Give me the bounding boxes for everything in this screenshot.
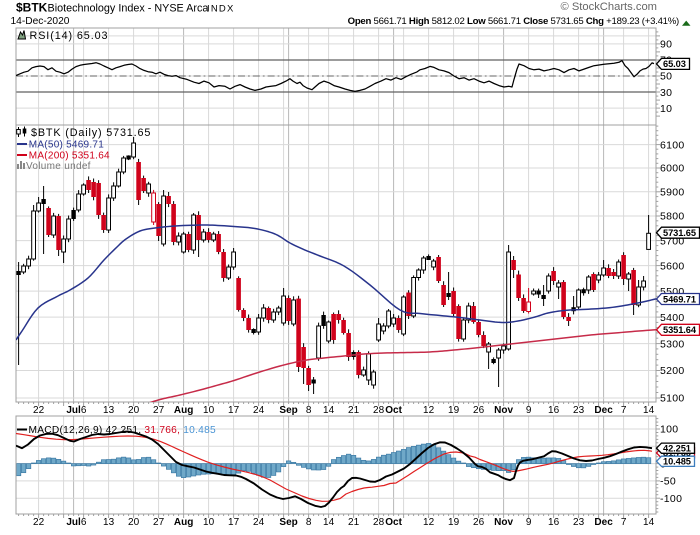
svg-text:100: 100 [660,424,678,436]
svg-text:14: 14 [323,405,335,416]
svg-text:26: 26 [473,517,485,528]
svg-text:90: 90 [660,39,672,51]
svg-text:8: 8 [306,405,312,416]
svg-text:42.251: 42.251 [663,444,691,454]
svg-text:5200: 5200 [660,365,685,377]
svg-text:Jul: Jul [66,517,81,528]
svg-text:INDX: INDX [207,4,235,15]
svg-text:7: 7 [621,405,627,416]
svg-text:5469.71: 5469.71 [663,294,696,304]
svg-text:27: 27 [153,517,165,528]
svg-text:17: 17 [228,517,240,528]
svg-text:Nov: Nov [494,405,513,416]
svg-text:Nov: Nov [494,517,513,528]
svg-text:21: 21 [348,517,360,528]
svg-text:9: 9 [526,517,532,528]
svg-text:5300: 5300 [660,338,685,350]
svg-text:50: 50 [660,71,672,83]
svg-text:5800: 5800 [660,211,685,223]
svg-text:5600: 5600 [660,260,685,272]
svg-text:13: 13 [103,517,115,528]
svg-text:10: 10 [203,405,215,416]
svg-text:16: 16 [548,405,560,416]
svg-text:10.485: 10.485 [663,457,691,467]
svg-text:6: 6 [81,517,87,528]
svg-text:24: 24 [253,517,265,528]
svg-text:© StockCharts.com: © StockCharts.com [560,1,657,13]
svg-text:23: 23 [573,405,585,416]
svg-text:65.03: 65.03 [663,59,686,69]
svg-text:MA(200) 5351.64: MA(200) 5351.64 [29,151,110,162]
svg-text:21: 21 [348,405,360,416]
svg-text:12: 12 [423,405,435,416]
svg-text:26: 26 [473,405,485,416]
svg-text:16: 16 [548,517,560,528]
svg-text:20: 20 [128,405,140,416]
svg-text:$BTK (Daily) 5731.65: $BTK (Daily) 5731.65 [31,127,151,139]
svg-text:Dec: Dec [594,405,613,416]
svg-text:Aug: Aug [174,517,193,528]
svg-text:5731.65: 5731.65 [663,228,696,238]
svg-text:MA(50) 5469.71: MA(50) 5469.71 [29,140,104,151]
svg-text:Volume undef: Volume undef [26,161,91,172]
svg-text:-50: -50 [660,476,676,488]
svg-text:22: 22 [33,517,45,528]
svg-text:5400: 5400 [660,312,685,324]
svg-text:13: 13 [103,405,115,416]
svg-text:19: 19 [448,517,460,528]
svg-text:-100: -100 [660,493,682,505]
svg-text:Sep: Sep [279,517,297,528]
svg-text:12: 12 [423,517,435,528]
svg-text:27: 27 [153,405,165,416]
svg-text:6: 6 [81,405,87,416]
svg-text:14: 14 [643,517,655,528]
svg-text:Oct: Oct [385,405,402,416]
svg-text:Dec: Dec [594,517,613,528]
svg-text:23: 23 [573,517,585,528]
svg-text:28: 28 [373,517,385,528]
svg-text:MACD(12,26,9) 42.251, 31.766,: MACD(12,26,9) 42.251, 31.766, 10.485 [29,425,217,436]
svg-text:9: 9 [526,405,532,416]
svg-text:Jul: Jul [66,405,81,416]
svg-text:14: 14 [643,405,655,416]
svg-text:5900: 5900 [660,187,685,199]
svg-text:6100: 6100 [660,139,685,151]
svg-text:14: 14 [323,517,335,528]
svg-text:Aug: Aug [174,405,193,416]
svg-text:Oct: Oct [385,517,402,528]
svg-text:22: 22 [33,405,45,416]
svg-text:10: 10 [203,517,215,528]
svg-text:$BTK: $BTK [16,1,48,15]
svg-text:RSI(14) 65.03: RSI(14) 65.03 [30,30,109,42]
svg-text:14-Dec-2020: 14-Dec-2020 [11,16,70,27]
svg-text:24: 24 [253,405,265,416]
svg-text:5351.64: 5351.64 [663,325,697,335]
svg-text:28: 28 [373,405,385,416]
svg-text:8: 8 [306,517,312,528]
svg-text:7: 7 [621,517,627,528]
svg-text:5100: 5100 [660,393,685,405]
svg-text:Sep: Sep [279,405,297,416]
svg-text:17: 17 [228,405,240,416]
svg-text:10: 10 [660,103,672,115]
svg-text:Open 5661.71 High 5812.02 Low: Open 5661.71 High 5812.02 Low 5661.71 Cl… [348,16,679,27]
svg-text:20: 20 [128,517,140,528]
svg-text:30: 30 [660,87,672,99]
svg-text:Biotechnology Index - NYSE Arc: Biotechnology Index - NYSE Arca [48,3,209,15]
svg-text:19: 19 [448,405,460,416]
svg-text:6000: 6000 [660,163,685,175]
